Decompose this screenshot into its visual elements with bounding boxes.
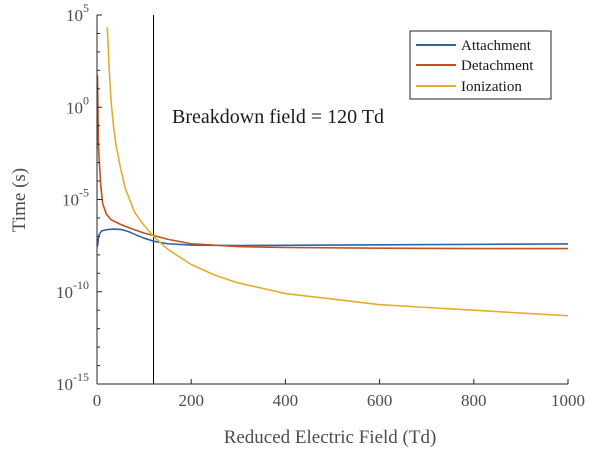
y-tick-label: 10-10: [56, 278, 89, 302]
legend-label-ionization: Ionization: [461, 79, 522, 95]
legend-label-detachment: Detachment: [461, 58, 534, 74]
legend: Attachment Detachment Ionization: [409, 30, 552, 100]
x-tick-label: 800: [461, 391, 487, 410]
y-axis-title: Time (s): [9, 168, 30, 232]
y-tick-label: 105: [66, 1, 89, 25]
series-layer: [97, 27, 568, 317]
y-tick-label: 10-5: [62, 186, 89, 210]
y-tick-label: 100: [66, 93, 89, 117]
y-tick-label: 10-15: [56, 370, 89, 394]
x-tick-label: 1000: [551, 391, 585, 410]
series-line-detachment: [97, 75, 568, 250]
x-axis-title: Reduced Electric Field (Td): [224, 427, 437, 448]
legend-label-attachment: Attachment: [461, 38, 532, 54]
x-tick-label: 0: [93, 391, 102, 410]
x-tick-label: 200: [178, 391, 204, 410]
breakdown-annotation: Breakdown field = 120 Td: [172, 106, 384, 128]
series-line-ionization: [106, 27, 568, 317]
series-line-attachment: [97, 228, 568, 247]
ticks-layer: 0 200 400 600 800 1000 10-15 10-10 10-5 100 105: [56, 1, 585, 410]
x-tick-label: 400: [273, 391, 299, 410]
x-tick-label: 600: [367, 391, 393, 410]
